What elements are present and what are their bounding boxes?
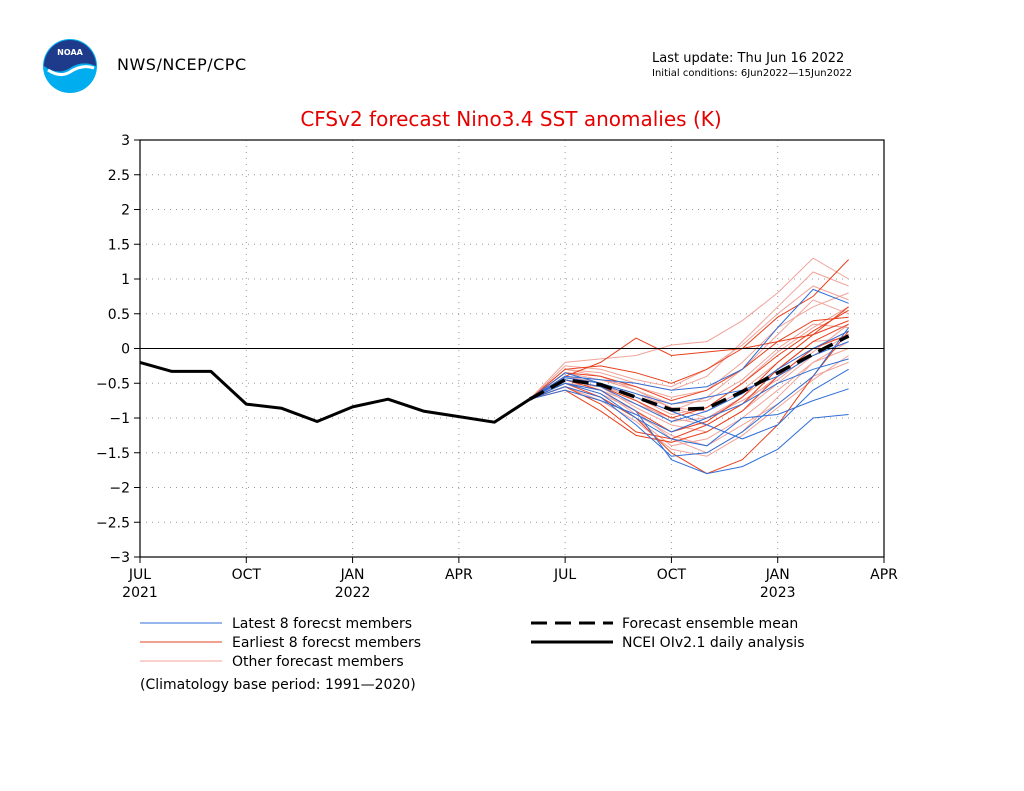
grid <box>140 140 884 557</box>
legend-label: NCEI OIv2.1 daily analysis <box>622 635 805 651</box>
plot-frame <box>139 139 885 558</box>
y-tick-label: −3 <box>109 550 130 566</box>
earliest-member-line <box>529 259 849 400</box>
y-tick-label: 2 <box>121 203 130 219</box>
earliest-member-line <box>529 330 849 475</box>
y-tick-label: 1 <box>121 272 130 288</box>
latest-member-line <box>529 382 849 475</box>
legend-label: Latest 8 forecst members <box>232 616 412 632</box>
noaa-logo-text: NOAA <box>57 48 83 57</box>
observed-line <box>139 360 531 424</box>
x-tick-label: JAN <box>765 567 790 583</box>
initial-conditions: Initial conditions: 6Jun2022—15Jun2022 <box>652 68 853 79</box>
x-tick-label: OCT <box>657 567 687 583</box>
earliest-member-line <box>529 320 849 400</box>
x-tick-label: JUL <box>553 567 576 583</box>
x-year-label: 2021 <box>122 585 158 601</box>
x-year-label: 2023 <box>760 585 796 601</box>
x-tick-label: JUL <box>128 567 151 583</box>
y-tick-label: −1 <box>109 411 130 427</box>
y-tick-label: −2 <box>109 481 130 497</box>
other-member-line <box>529 257 849 400</box>
other-member-line <box>529 323 849 405</box>
legend-label: Forecast ensemble mean <box>622 616 798 632</box>
org-label: NWS/NCEP/CPC <box>117 55 247 74</box>
y-tick-label: 0.5 <box>108 307 130 323</box>
last-update: Last update: Thu Jun 16 2022 <box>652 51 845 66</box>
legend-label: Earliest 8 forecst members <box>232 635 421 651</box>
x-tick-label: JAN <box>340 567 365 583</box>
y-tick-label: 3 <box>121 133 130 149</box>
y-tick-label: 2.5 <box>108 168 130 184</box>
latest-member-line <box>529 382 849 447</box>
y-tick-label: −2.5 <box>96 515 130 531</box>
axes: 32.521.510.50−0.5−1−1.5−2−2.5−3JUL2021OC… <box>96 133 898 601</box>
x-tick-label: OCT <box>232 567 262 583</box>
legend: Latest 8 forecst members Earliest 8 forec… <box>140 616 805 670</box>
y-tick-label: −1.5 <box>96 446 130 462</box>
earliest-member-line <box>529 334 849 443</box>
x-tick-label: APR <box>445 567 473 583</box>
ensemble-mean-line <box>528 334 850 412</box>
earliest-member-line <box>529 316 849 402</box>
other-member-line <box>529 355 849 457</box>
climatology-note: (Climatology base period: 1991—2020) <box>140 677 416 693</box>
other-member-line <box>529 271 849 400</box>
x-year-label: 2022 <box>335 585 371 601</box>
x-tick-label: APR <box>870 567 898 583</box>
forecast-members <box>529 257 850 475</box>
y-tick-label: −0.5 <box>96 376 130 392</box>
main-series <box>139 334 884 424</box>
chart-title: CFSv2 forecast Nino3.4 SST anomalies (K) <box>300 107 721 131</box>
latest-member-line <box>529 327 850 457</box>
latest-member-line <box>529 358 849 433</box>
y-tick-label: 1.5 <box>108 237 130 253</box>
y-tick-label: 0 <box>121 342 130 358</box>
legend-label: Other forecast members <box>232 654 404 670</box>
noaa-logo: NOAA <box>43 39 97 93</box>
